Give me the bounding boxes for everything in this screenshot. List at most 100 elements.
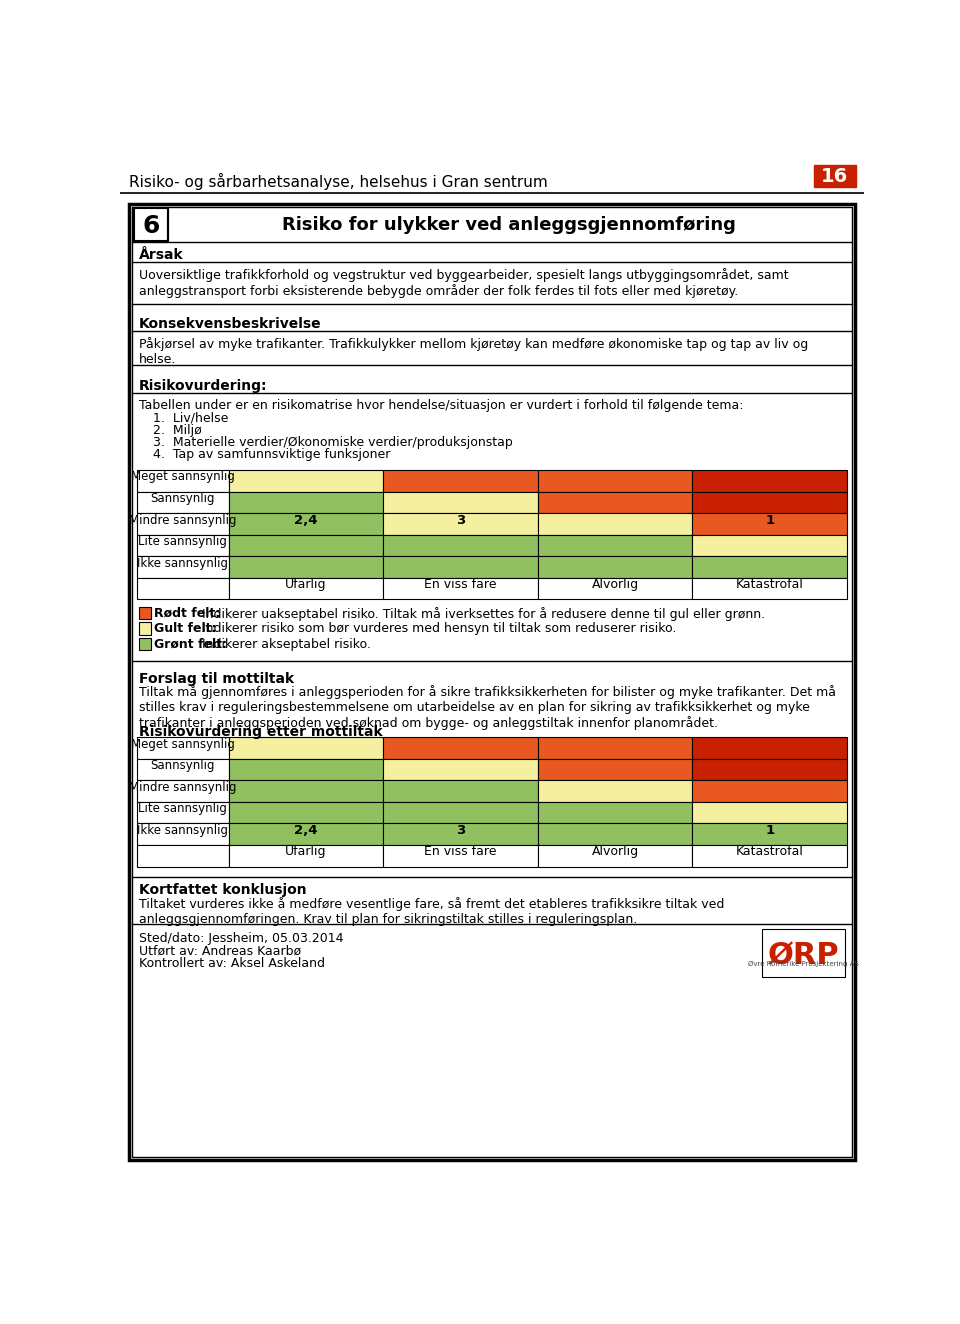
Bar — [538, 470, 692, 491]
Text: Meget sannsynlig: Meget sannsynlig — [131, 737, 234, 751]
Text: Tiltaket vurderes ikke å medføre vesentlige fare, så fremt det etableres trafikk: Tiltaket vurderes ikke å medføre vesentl… — [138, 896, 724, 925]
Bar — [137, 556, 228, 577]
Text: Meget sannsynlig: Meget sannsynlig — [131, 470, 234, 483]
Text: Indikerer uakseptabel risiko. Tiltak må iverksettes for å redusere denne til gul: Indikerer uakseptabel risiko. Tiltak må … — [203, 606, 765, 621]
Bar — [228, 780, 383, 802]
Text: 2.  Miljø: 2. Miljø — [153, 424, 202, 437]
Bar — [138, 638, 151, 650]
Text: Sted/dato: Jessheim, 05.03.2014: Sted/dato: Jessheim, 05.03.2014 — [138, 932, 343, 945]
Bar — [228, 470, 383, 491]
Text: En viss fare: En viss fare — [424, 846, 496, 858]
Bar — [228, 514, 383, 535]
Bar — [137, 470, 228, 491]
Bar — [538, 491, 692, 514]
Bar — [383, 780, 538, 802]
Bar — [137, 780, 228, 802]
Bar — [228, 759, 383, 780]
Bar — [383, 737, 538, 759]
Text: 16: 16 — [821, 167, 849, 185]
Text: Kontrollert av: Aksel Askeland: Kontrollert av: Aksel Askeland — [138, 957, 324, 969]
Text: Sannsynlig: Sannsynlig — [151, 493, 215, 504]
Bar — [228, 491, 383, 514]
Text: Mindre sannsynlig: Mindre sannsynlig — [129, 781, 236, 793]
Text: Tabellen under er en risikomatrise hvor hendelse/situasjon er vurdert i forhold : Tabellen under er en risikomatrise hvor … — [138, 399, 743, 412]
Text: Alvorlig: Alvorlig — [591, 579, 638, 592]
Bar — [137, 491, 228, 514]
Bar — [538, 577, 692, 600]
Bar — [692, 470, 847, 491]
Bar — [538, 535, 692, 556]
Bar — [228, 535, 383, 556]
Text: 1.  Liv/helse: 1. Liv/helse — [153, 412, 228, 425]
Text: Grønt felt:: Grønt felt: — [155, 638, 228, 651]
Bar — [761, 929, 846, 977]
Bar — [538, 759, 692, 780]
Text: Indikerer risiko som bør vurderes med hensyn til tiltak som reduserer risiko.: Indikerer risiko som bør vurderes med he… — [203, 622, 677, 636]
Bar — [138, 622, 151, 634]
Bar — [383, 824, 538, 845]
Text: Rødt felt:: Rødt felt: — [155, 606, 221, 620]
Text: Utført av: Andreas Kaarbø: Utført av: Andreas Kaarbø — [138, 944, 300, 957]
Text: Sannsynlig: Sannsynlig — [151, 759, 215, 772]
Bar — [692, 737, 847, 759]
Text: Øvre Romerike Prosjektering AS: Øvre Romerike Prosjektering AS — [748, 961, 859, 968]
Bar — [814, 166, 856, 187]
Text: Indikerer akseptabel risiko.: Indikerer akseptabel risiko. — [203, 638, 371, 651]
Text: Årsak: Årsak — [138, 248, 183, 262]
Text: 3: 3 — [456, 824, 465, 837]
Bar — [692, 556, 847, 577]
Bar — [692, 780, 847, 802]
Text: Lite sannsynlig: Lite sannsynlig — [138, 802, 228, 816]
Bar — [228, 824, 383, 845]
Bar — [383, 535, 538, 556]
Bar — [228, 845, 383, 866]
Text: Alvorlig: Alvorlig — [591, 846, 638, 858]
Bar — [137, 845, 228, 866]
Bar — [692, 491, 847, 514]
Text: Risiko- og sårbarhetsanalyse, helsehus i Gran sentrum: Risiko- og sårbarhetsanalyse, helsehus i… — [130, 172, 548, 189]
Text: Ikke sannsynlig: Ikke sannsynlig — [137, 556, 228, 569]
Bar — [383, 577, 538, 600]
Bar — [137, 535, 228, 556]
Bar — [228, 802, 383, 824]
Bar — [134, 208, 168, 241]
Text: Mindre sannsynlig: Mindre sannsynlig — [129, 514, 236, 527]
Bar — [692, 759, 847, 780]
Bar — [228, 737, 383, 759]
Bar — [692, 514, 847, 535]
Bar — [692, 824, 847, 845]
Text: Lite sannsynlig: Lite sannsynlig — [138, 535, 228, 548]
Bar — [383, 845, 538, 866]
Text: Forslag til mottiltak: Forslag til mottiltak — [138, 671, 294, 686]
Bar — [228, 577, 383, 600]
Text: ØRP: ØRP — [768, 941, 839, 970]
Text: Ufarlig: Ufarlig — [285, 579, 326, 592]
Text: En viss fare: En viss fare — [424, 579, 496, 592]
Text: 2,4: 2,4 — [294, 824, 318, 837]
Text: Katastrofal: Katastrofal — [735, 846, 804, 858]
Bar — [383, 802, 538, 824]
Bar — [383, 514, 538, 535]
Bar — [137, 824, 228, 845]
Text: Ikke sannsynlig: Ikke sannsynlig — [137, 824, 228, 837]
Text: 4.  Tap av samfunnsviktige funksjoner: 4. Tap av samfunnsviktige funksjoner — [153, 449, 390, 461]
Text: Tiltak må gjennomføres i anleggsperioden for å sikre trafikksikkerheten for bili: Tiltak må gjennomføres i anleggsperioden… — [138, 685, 835, 730]
Text: Gult felt:: Gult felt: — [155, 622, 217, 636]
Text: Uoversiktlige trafikkforhold og vegstruktur ved byggearbeider, spesielt langs ut: Uoversiktlige trafikkforhold og vegstruk… — [138, 269, 788, 298]
Text: 2,4: 2,4 — [294, 514, 318, 527]
Bar — [228, 556, 383, 577]
Text: 1: 1 — [765, 514, 774, 527]
Bar — [538, 802, 692, 824]
Bar — [692, 845, 847, 866]
Bar — [538, 556, 692, 577]
Bar — [138, 606, 151, 620]
Text: Katastrofal: Katastrofal — [735, 579, 804, 592]
Text: 6: 6 — [142, 214, 159, 238]
Bar — [137, 577, 228, 600]
Bar — [538, 514, 692, 535]
Text: 3: 3 — [456, 514, 465, 527]
Text: 1: 1 — [765, 824, 774, 837]
Bar — [692, 802, 847, 824]
Bar — [137, 802, 228, 824]
Text: Risiko for ulykker ved anleggsgjennomføring: Risiko for ulykker ved anleggsgjennomfør… — [282, 216, 736, 234]
